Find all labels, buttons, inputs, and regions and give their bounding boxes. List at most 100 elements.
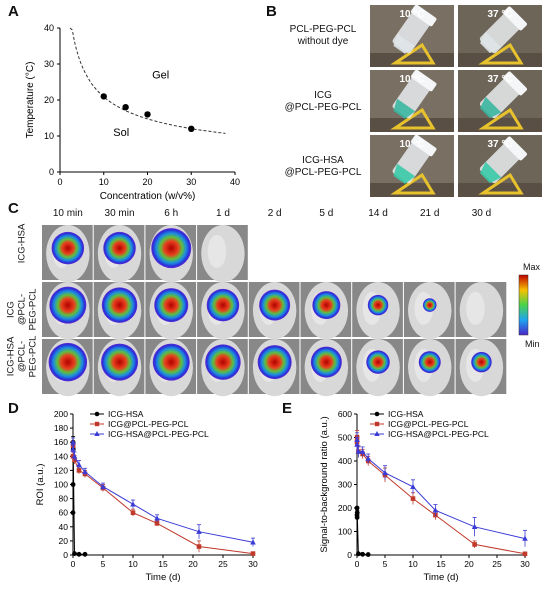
y-tick-label: 60 (59, 508, 69, 518)
fluorescence-signal (418, 351, 441, 374)
data-point (76, 468, 82, 473)
phase-boundary-curve (69, 27, 226, 134)
vial-photo: 37 °C (458, 5, 542, 67)
gel-content (393, 98, 416, 119)
data-point (70, 439, 76, 445)
data-point (100, 93, 107, 100)
yellow-stand (478, 42, 524, 65)
mouse-image (403, 339, 455, 397)
time-point-label: 6 h (164, 208, 179, 219)
mouse-image (42, 282, 93, 340)
data-point (72, 551, 77, 556)
tube (392, 5, 437, 54)
region-label-sol: Sol (113, 127, 129, 139)
mouse-image (455, 339, 507, 397)
imaging-row-label-icg-hsa-pcl: ICG-HSA @PCL- PEG-PCL (5, 335, 39, 378)
mouse-image (93, 225, 145, 283)
y-tick-label: 180 (54, 423, 68, 433)
time-point-label: 2 d (267, 208, 282, 219)
mouse-image (248, 339, 300, 397)
tube-cap (503, 6, 527, 31)
mouse-image (300, 282, 352, 340)
fluorescence-signal (103, 231, 136, 265)
bench-surface (458, 118, 542, 132)
x-tick-label: 20 (142, 177, 152, 187)
tube (479, 136, 527, 184)
data-point (76, 461, 82, 467)
y-tick-label: 300 (338, 480, 352, 490)
data-point (70, 446, 76, 452)
temperature-label: 37 °C (487, 9, 512, 20)
data-point (130, 501, 136, 507)
y-axis-label: ROI (a.u.) (35, 464, 46, 506)
data-point (130, 510, 136, 515)
x-axis-label: Time (d) (145, 572, 180, 583)
fluorescence-signal (152, 343, 190, 381)
temperature-label: 37 °C (487, 74, 512, 85)
x-tick-label: 0 (71, 559, 76, 569)
legend-marker (94, 411, 100, 417)
vial-row-label-line: @PCL-PEG-PCL (284, 102, 362, 113)
roi-time-chart: 0 5 10 15 20 25 30 0 20 40 60 80 100 120 140 160 180 200 T… (35, 409, 258, 583)
bench-surface (370, 183, 454, 197)
series-line (356, 437, 526, 555)
fluorescence-signal (310, 346, 342, 378)
gel-content (480, 31, 502, 54)
y-tick-label: 40 (59, 522, 69, 532)
y-tick-label: 0 (63, 550, 68, 560)
bench-surface (458, 183, 542, 197)
data-point (365, 455, 371, 461)
yellow-stand (390, 107, 436, 130)
legend-marker (94, 431, 100, 436)
time-point-label: 10 min (52, 208, 83, 219)
time-point-label: 21 d (420, 208, 440, 219)
y-tick-label: 30 (44, 59, 54, 69)
vial-row-label-line: ICG-HSA (302, 155, 344, 166)
x-tick-label: 5 (101, 559, 106, 569)
vial-row-label: PCL-PEG-PCL without dye (272, 24, 374, 48)
data-point (188, 125, 195, 132)
mouse-image (352, 282, 403, 340)
tube (479, 6, 527, 54)
temperature-label: 10 °C (399, 139, 424, 150)
legend-label: ICG@PCL-PEG-PCL (388, 419, 469, 429)
fluorescence-signal (48, 342, 88, 382)
vial-row-label: ICG-HSA @PCL-PEG-PCL (272, 155, 374, 179)
mouse-image (352, 339, 403, 397)
data-point (70, 510, 76, 516)
mouse-image (300, 339, 352, 397)
data-point (354, 505, 360, 511)
mouse-image (455, 282, 507, 340)
data-point (100, 483, 106, 489)
y-tick-label: 160 (54, 437, 68, 447)
yellow-stand (478, 107, 524, 130)
mouse-image (403, 282, 455, 340)
vial-photo: 10 °C (370, 134, 454, 197)
x-tick-label: 20 (188, 559, 198, 569)
x-axis-label: Time (d) (423, 572, 458, 583)
bench-surface (370, 53, 454, 67)
data-point (354, 510, 360, 516)
data-point (410, 496, 416, 501)
data-point (154, 515, 160, 521)
fluorescence-signal (422, 298, 437, 312)
fluorescence-signal (101, 287, 138, 323)
fluorescence-signal (49, 286, 87, 324)
vial-photos: 10 °C 37 °C 10 °C 37 °C 10 °C 37 °C (370, 5, 542, 197)
y-tick-label: 0 (49, 167, 54, 177)
y-tick-label: 20 (44, 95, 54, 105)
x-tick-label: 30 (186, 177, 196, 187)
data-point (70, 482, 76, 487)
data-point (360, 551, 365, 557)
fluorescence-signal (257, 345, 292, 380)
y-axis-label: Signal-to-background ratio (a.u.) (319, 416, 330, 552)
colorbar (518, 274, 529, 336)
legend-label: ICG-HSA (388, 409, 424, 419)
vial-row-label-line: PCL-PEG-PCL (289, 24, 357, 35)
x-tick-label: 30 (248, 559, 258, 569)
mouse-image (248, 282, 300, 340)
colorbar-max-label: Max (523, 262, 541, 272)
x-tick-label: 10 (408, 559, 418, 569)
y-tick-label: 40 (44, 23, 54, 33)
time-point-label: 30 min (104, 208, 135, 219)
